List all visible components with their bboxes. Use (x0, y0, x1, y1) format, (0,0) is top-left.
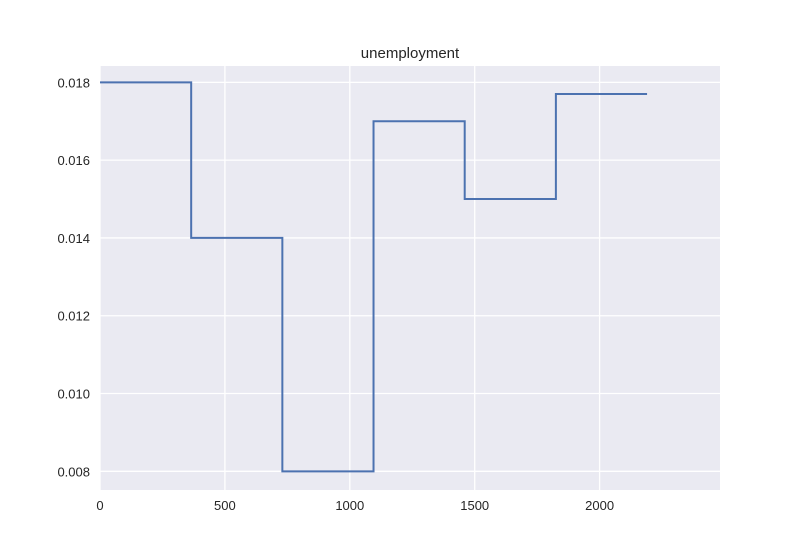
y-tick-label: 0.008 (57, 464, 90, 479)
plot-background (100, 66, 720, 490)
y-tick-label: 0.016 (57, 153, 90, 168)
x-tick-label: 0 (96, 498, 103, 513)
series-layer (100, 81, 648, 473)
x-axis-ticks: 0 500 1000 1500 2000 (96, 498, 614, 513)
x-tick-label: 500 (214, 498, 236, 513)
grid-lines (99, 66, 720, 490)
y-tick-label: 0.010 (57, 387, 90, 402)
x-tick-label: 1500 (460, 498, 489, 513)
series-line (100, 81, 648, 473)
chart-title: unemployment (361, 45, 460, 62)
y-tick-label: 0.014 (57, 231, 90, 246)
y-tick-label: 0.012 (57, 309, 90, 324)
y-axis-ticks: 0.008 0.010 0.012 0.014 0.016 0.018 (57, 75, 90, 479)
x-tick-label: 1000 (335, 498, 364, 513)
x-tick-label: 2000 (585, 498, 614, 513)
y-tick-label: 0.018 (57, 75, 90, 90)
